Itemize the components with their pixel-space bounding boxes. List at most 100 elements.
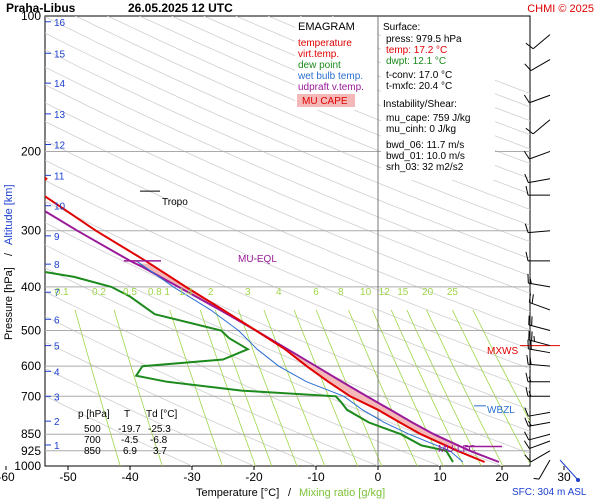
mixing-ratio-label: 15 [397, 287, 409, 298]
wind-barb-flag [523, 150, 530, 160]
mixing-ratio-label: 0.8 [148, 287, 162, 298]
dry-adiabat [45, 49, 530, 259]
wind-barb-staff [528, 230, 551, 234]
datetime-title: 26.05.2025 12 UTC [128, 1, 233, 15]
wind-barb-staff [532, 119, 551, 135]
wind-barb [523, 94, 551, 104]
surface-temp: temp: 17.2 °C [386, 45, 447, 56]
y-tick-label: 700 [21, 389, 41, 403]
wind-barb-staff [528, 324, 551, 332]
axes: 1002003004005006007008509251000-70-60-50… [0, 9, 571, 484]
altitude-tick-label: 2 [54, 417, 60, 428]
wind-barb-flag [523, 440, 530, 449]
altitude-tick-label: 15 [54, 49, 66, 60]
altitude-tick-label: 5 [54, 342, 60, 353]
wind-barb-flag [524, 173, 529, 183]
wind-barb-staff [532, 34, 551, 50]
dewpoint-line [45, 270, 454, 463]
wind-barb [526, 355, 551, 367]
wind-barb-flag [533, 336, 536, 342]
wind-barb-staff [530, 59, 551, 72]
wind-barb-flag [524, 407, 529, 417]
legend-virt-temp: virt.temp. [298, 49, 339, 60]
altitude-tick-label: 14 [54, 79, 66, 90]
surface-tconv: t-conv: 17.0 °C [386, 70, 452, 81]
x-tick-label: -60 [0, 470, 15, 484]
altitude-tick-label: 9 [54, 232, 60, 243]
wind-barb-flag [528, 420, 532, 426]
table-header-td: Td [°C] [146, 409, 177, 420]
wind-barb [524, 407, 551, 417]
x-tick-label: 10 [433, 470, 447, 484]
y-tick-label: 100 [21, 9, 41, 23]
altitude-tick-label: 4 [54, 367, 60, 378]
table-row-t: 6.9 [123, 446, 137, 457]
surface-wind-dot [576, 478, 580, 482]
level-table: p [hPa] T Td [°C] 500 -19.7 -25.3 700 -4… [78, 409, 177, 457]
wind-barb-flag [528, 376, 532, 382]
dry-adiabat [45, 222, 530, 432]
x-axis-title-sep: / [288, 487, 292, 499]
altitude-tick-label: 7 [54, 288, 60, 299]
wind-barbs [523, 34, 580, 482]
wind-barb-flag [524, 223, 529, 233]
mixing-ratio-label: 0.1 [55, 287, 69, 298]
surface-tmxfc: t-mxfc: 20.4 °C [386, 81, 452, 92]
x-tick-label: -40 [121, 470, 139, 484]
wind-barb-staff [529, 440, 551, 450]
wind-barb-flag [528, 391, 532, 397]
wind-barb-flag [524, 454, 532, 463]
y-tick-label: 200 [21, 144, 41, 158]
surface-dwpt: dwpt: 12.1 °C [386, 56, 446, 67]
x-tick-label: 30 [557, 470, 571, 484]
legend-wet-bulb: wet bulb temp. [297, 71, 363, 82]
wind-barb-flag [525, 42, 534, 50]
dry-adiabat [45, 159, 530, 370]
wind-barb-staff [529, 94, 551, 104]
dry-adiabat [75, 16, 530, 210]
wind-barb [523, 150, 551, 160]
surface-press: press: 979.5 hPa [386, 34, 462, 45]
altitude-tick-label: 11 [54, 171, 65, 182]
wind-barb-staff [528, 433, 551, 441]
dry-adiabat [45, 16, 530, 226]
y-tick-label: 300 [21, 224, 41, 238]
wind-barb-flag [528, 293, 532, 303]
y-axis-title: Pressure [hPa] / Altitude [km] [3, 184, 15, 340]
background-lines [45, 16, 530, 466]
wind-barb [525, 251, 550, 262]
y-tick-label: 1000 [14, 459, 41, 473]
altitude-tick-label: 6 [54, 315, 60, 326]
mucape-swatch [297, 94, 355, 107]
wind-barb-staff [529, 301, 551, 311]
dry-adiabat [45, 140, 530, 350]
mixing-ratio-label: 0.5 [123, 287, 137, 298]
wind-barb-staff [528, 421, 551, 427]
table-row-td: -25.3 [148, 424, 171, 435]
mu-cape-value: mu_cape: 759 J/kg [386, 113, 471, 124]
wind-barb-flag [525, 127, 534, 135]
info-box [381, 17, 495, 180]
wind-barb-staff [528, 339, 551, 347]
x-axis-title-temperature: Temperature [°C] [196, 487, 279, 499]
dry-adiabat [45, 120, 530, 331]
profile-lines [45, 176, 500, 463]
temperature-line [45, 176, 485, 463]
altitude-tick-label: 16 [54, 18, 66, 29]
tropo-label: Tropo [162, 197, 188, 208]
wind-barb-flag [529, 355, 532, 365]
y-tick-label: 600 [21, 359, 41, 373]
mixing-ratio-label: 20 [422, 287, 434, 298]
mixing-ratio-label: 6 [313, 287, 319, 298]
wind-barb-staff [529, 150, 551, 160]
legend-title: EMAGRAM [298, 21, 355, 33]
wind-barb-flag [533, 477, 540, 480]
srh03-value: srh_03: 32 m2/s2 [386, 162, 464, 173]
station-title: Praha-Libus [6, 1, 76, 15]
wbzl-label: WBZL [487, 405, 515, 416]
dry-adiabat [45, 200, 530, 411]
wind-barb-flag [523, 94, 530, 104]
mixing-ratio-label: 4 [276, 287, 282, 298]
mixing-ratio-label: 1.4 [179, 287, 193, 298]
